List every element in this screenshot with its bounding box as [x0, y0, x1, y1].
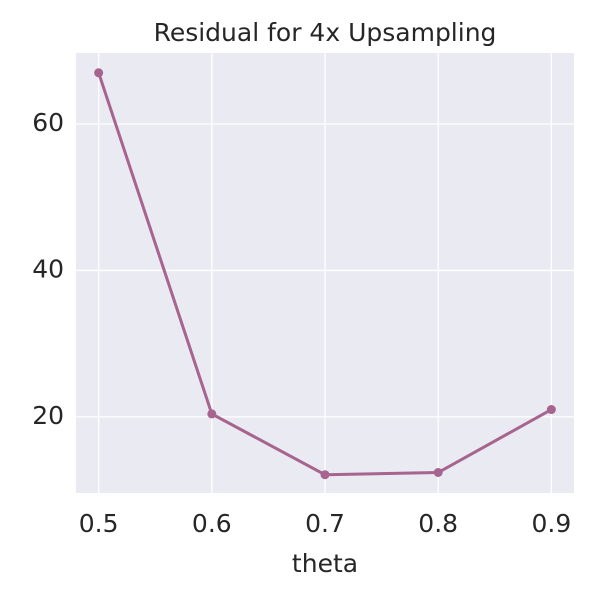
chart-title: Residual for 4x Upsampling	[154, 18, 497, 47]
point	[433, 468, 443, 478]
x-tick-label: 0.6	[192, 509, 232, 538]
x-axis-label: theta	[292, 549, 358, 578]
x-tick-label: 0.5	[79, 509, 119, 538]
x-tick-label: 0.9	[531, 509, 571, 538]
y-tick-label: 20	[32, 401, 64, 430]
y-tick-label: 60	[32, 108, 64, 137]
point	[546, 405, 556, 415]
x-tick-label: 0.7	[305, 509, 345, 538]
point	[320, 470, 330, 480]
x-tick-label: 0.8	[418, 509, 458, 538]
y-tick-label: 40	[32, 254, 64, 283]
point	[94, 68, 104, 78]
point	[207, 409, 217, 419]
